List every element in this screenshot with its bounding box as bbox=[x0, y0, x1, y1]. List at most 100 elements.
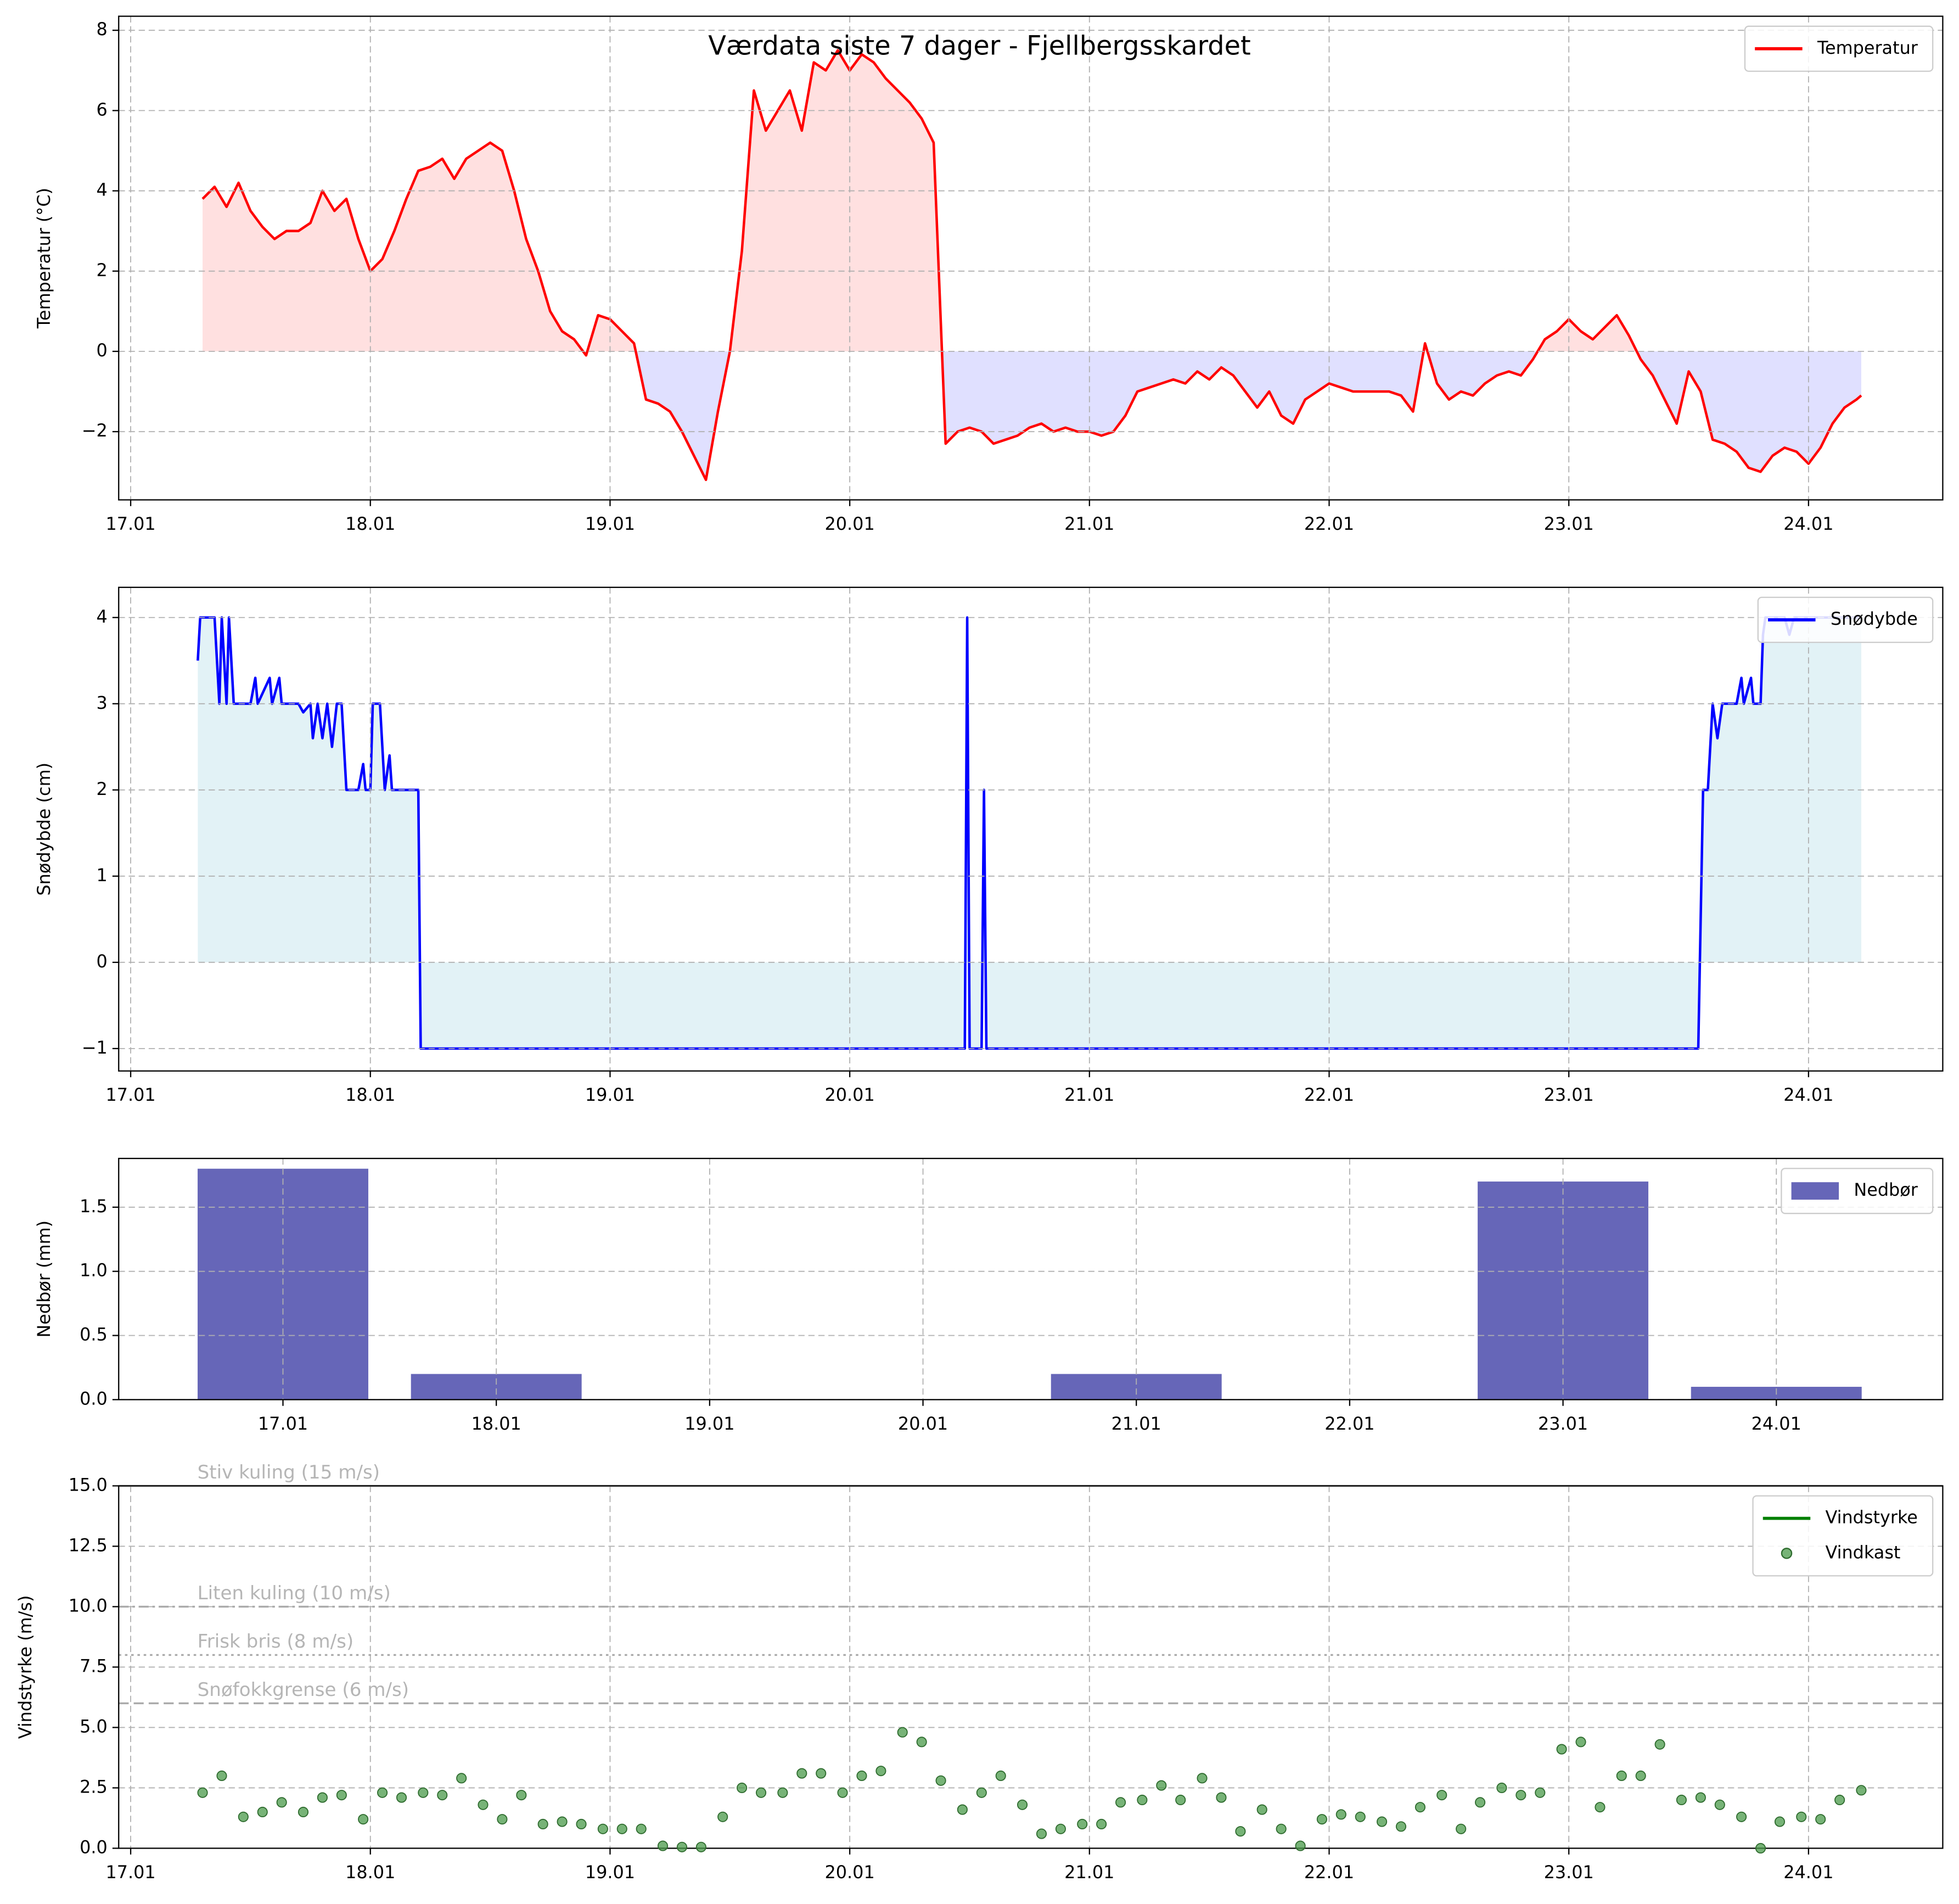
x-tick-label: 20.01 bbox=[825, 513, 875, 534]
x-tick-label: 21.01 bbox=[1064, 1084, 1114, 1105]
point bbox=[456, 1773, 467, 1784]
x-tick-label: 19.01 bbox=[585, 1084, 635, 1105]
x-tick-label: 20.01 bbox=[825, 1084, 875, 1105]
point bbox=[377, 1787, 388, 1798]
x-tick-label: 23.01 bbox=[1544, 1084, 1594, 1105]
point bbox=[336, 1790, 347, 1801]
point bbox=[897, 1727, 908, 1738]
x-tick-label: 17.01 bbox=[105, 1084, 155, 1105]
point bbox=[777, 1787, 788, 1798]
point bbox=[737, 1782, 748, 1794]
point bbox=[1235, 1826, 1246, 1837]
legend-label: Vindstyrke bbox=[1826, 1507, 1918, 1528]
point bbox=[478, 1799, 489, 1810]
point bbox=[1395, 1821, 1407, 1832]
point bbox=[317, 1792, 328, 1803]
legend-box bbox=[1757, 596, 1934, 643]
point bbox=[657, 1840, 669, 1851]
point bbox=[298, 1806, 309, 1818]
y-tick-label: 6 bbox=[96, 99, 107, 120]
point bbox=[418, 1787, 429, 1798]
point bbox=[1156, 1780, 1167, 1791]
legend-label: Vindkast bbox=[1826, 1542, 1901, 1563]
legend: Nedbør bbox=[1781, 1168, 1934, 1214]
area-below bbox=[583, 351, 1861, 480]
chart-title: Værdata siste 7 dager - Fjellbergsskarde… bbox=[708, 31, 1251, 61]
x-tick-label: 18.01 bbox=[345, 513, 395, 534]
point bbox=[755, 1787, 767, 1798]
threshold-label: Snøfokkgrense (6 m/s) bbox=[198, 1679, 409, 1701]
legend-swatch bbox=[1781, 1548, 1793, 1559]
point bbox=[1316, 1814, 1327, 1825]
point bbox=[995, 1770, 1006, 1782]
legend-box bbox=[1752, 1495, 1934, 1577]
point bbox=[497, 1814, 508, 1825]
point bbox=[276, 1797, 287, 1808]
x-tick-label: 24.01 bbox=[1752, 1413, 1801, 1434]
point bbox=[1456, 1823, 1467, 1834]
point bbox=[1755, 1843, 1766, 1854]
point bbox=[1815, 1814, 1826, 1825]
x-tick-label: 17.01 bbox=[105, 513, 155, 534]
point bbox=[957, 1804, 968, 1815]
panel: 17.01 18.01 19.01 20.01 21.01 22.01 23.01 24.01… bbox=[33, 586, 1944, 1105]
point bbox=[1017, 1799, 1028, 1810]
point bbox=[1774, 1816, 1786, 1827]
point bbox=[1796, 1811, 1807, 1822]
point bbox=[216, 1770, 227, 1782]
y-tick-label: 12.5 bbox=[69, 1535, 108, 1555]
bar bbox=[1051, 1374, 1222, 1400]
point bbox=[717, 1811, 728, 1822]
point bbox=[557, 1816, 568, 1827]
point bbox=[916, 1737, 927, 1748]
x-tick-label: 19.01 bbox=[684, 1413, 734, 1434]
point bbox=[1096, 1818, 1107, 1830]
point bbox=[1575, 1737, 1586, 1748]
point bbox=[1077, 1818, 1088, 1830]
point bbox=[1535, 1787, 1546, 1798]
x-tick-label: 24.01 bbox=[1783, 1862, 1833, 1883]
legend-label: Nedbør bbox=[1854, 1179, 1918, 1200]
frame bbox=[118, 1485, 1944, 1849]
point bbox=[1137, 1794, 1148, 1806]
panel: 17.01 18.01 19.01 20.01 21.01 22.01 23.01 24.01… bbox=[15, 1461, 1944, 1883]
point bbox=[1695, 1792, 1706, 1803]
y-axis-label: Temperatur (°C) bbox=[33, 188, 54, 329]
x-tick-label: 17.01 bbox=[258, 1413, 308, 1434]
y-tick-label: 2.5 bbox=[80, 1776, 108, 1797]
legend: Temperatur bbox=[1744, 25, 1934, 72]
point bbox=[1055, 1823, 1066, 1834]
x-tick-label: 18.01 bbox=[345, 1084, 395, 1105]
y-tick-label: 1 bbox=[96, 865, 107, 886]
x-tick-label: 23.01 bbox=[1544, 1862, 1594, 1883]
frame bbox=[118, 15, 1944, 501]
x-tick-label: 20.01 bbox=[898, 1413, 948, 1434]
y-tick-label: 10.0 bbox=[69, 1595, 108, 1616]
point bbox=[1595, 1802, 1606, 1813]
x-tick-label: 18.01 bbox=[345, 1862, 395, 1883]
plot-area bbox=[201, 49, 1862, 481]
point bbox=[856, 1770, 867, 1782]
y-tick-label: 15.0 bbox=[69, 1474, 108, 1495]
area bbox=[198, 617, 1861, 1049]
point bbox=[358, 1814, 369, 1825]
point bbox=[1496, 1782, 1507, 1794]
legend: Vindstyrke Vindkast bbox=[1752, 1495, 1934, 1577]
legend: Snødybde bbox=[1757, 596, 1934, 643]
point bbox=[875, 1766, 886, 1777]
y-tick-label: 1.5 bbox=[80, 1196, 108, 1217]
point bbox=[197, 1787, 208, 1798]
y-tick-label: 3 bbox=[96, 692, 107, 713]
point bbox=[1736, 1811, 1747, 1822]
y-tick-label: 2 bbox=[96, 260, 107, 281]
bar bbox=[411, 1374, 582, 1400]
y-axis-label: Snødybde (cm) bbox=[33, 763, 54, 896]
legend-swatch bbox=[1791, 1182, 1839, 1200]
point bbox=[1036, 1828, 1047, 1839]
x-tick-label: 22.01 bbox=[1304, 1084, 1354, 1105]
point bbox=[1556, 1744, 1567, 1755]
point bbox=[1256, 1804, 1267, 1815]
point bbox=[1676, 1794, 1687, 1806]
y-tick-label: 0.0 bbox=[80, 1388, 108, 1409]
